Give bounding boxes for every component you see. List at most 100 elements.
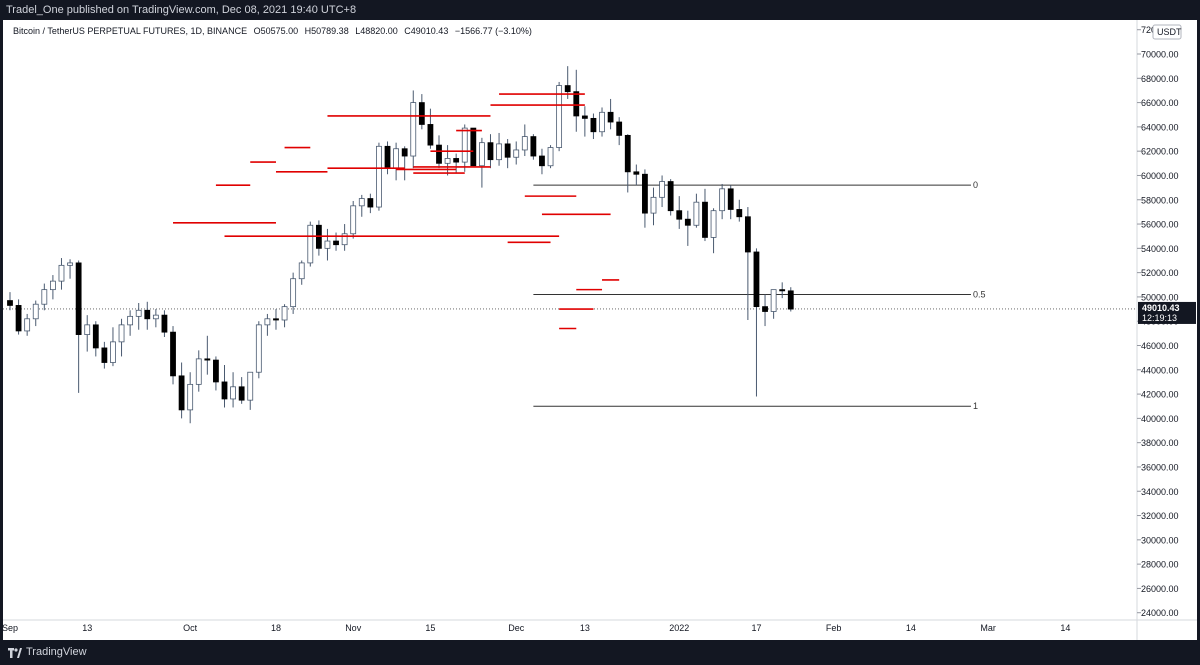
tradingview-logo-icon[interactable]	[8, 648, 22, 658]
candle-body	[384, 145, 391, 169]
candle-body	[24, 318, 31, 332]
publish-info: Tradel_One published on TradingView.com,…	[6, 4, 357, 16]
chart-panel[interactable]: 72000.0070000.0068000.0066000.0064000.00…	[3, 20, 1197, 640]
candle-body	[204, 358, 211, 361]
candle-body	[367, 198, 374, 208]
candle-body	[238, 386, 245, 401]
y-tick-label: 70000.00	[1141, 50, 1179, 60]
candle-body	[444, 158, 451, 164]
y-tick-label: 40000.00	[1141, 414, 1179, 424]
x-tick-label: 18	[271, 623, 281, 633]
candle-body	[744, 216, 751, 253]
y-tick-label: 56000.00	[1141, 220, 1179, 230]
candle-body	[573, 91, 580, 117]
candle-body	[590, 117, 597, 133]
candle-body	[135, 309, 142, 317]
x-tick-label: Dec	[508, 623, 525, 633]
candle-body	[32, 303, 39, 320]
candle-body	[787, 290, 794, 310]
ohlc-close: C49010.43	[404, 26, 449, 36]
candle-body	[710, 210, 717, 238]
fib-level-label: 0	[973, 180, 978, 190]
brand-name[interactable]: TradingView	[26, 646, 87, 658]
candle-body	[273, 318, 279, 321]
candle-body	[633, 171, 640, 175]
candle-body	[676, 210, 683, 220]
candle-body	[607, 111, 614, 123]
candle-body	[393, 148, 400, 169]
candle-body	[152, 314, 159, 320]
candle-body	[539, 155, 545, 167]
candle-body	[410, 102, 417, 157]
x-tick-label: Oct	[183, 623, 198, 633]
y-tick-label: 68000.00	[1141, 74, 1179, 84]
currency-label-box	[1152, 24, 1182, 40]
candle-body	[624, 134, 631, 173]
candle-body	[667, 181, 674, 212]
x-tick-label: 15	[425, 623, 435, 633]
candle-body	[547, 147, 554, 167]
candle-body	[341, 233, 348, 246]
candle-body	[513, 149, 520, 158]
candle-body	[307, 224, 314, 264]
candle-body	[187, 383, 194, 411]
candle-body	[264, 318, 271, 326]
candle-body	[50, 280, 56, 291]
last-price-tag: 49010.43	[1142, 303, 1180, 313]
candle-body	[418, 102, 425, 125]
candle-body	[427, 124, 434, 146]
ohlc-high: H50789.38	[304, 26, 349, 36]
candle-body	[461, 127, 468, 163]
y-tick-label: 52000.00	[1141, 268, 1179, 278]
y-tick-label: 24000.00	[1141, 608, 1179, 618]
candle-body	[101, 347, 108, 363]
footer-bar: TradingView	[0, 640, 1200, 665]
y-tick-label: 30000.00	[1141, 535, 1179, 545]
candle-body	[144, 309, 151, 320]
candle-body	[255, 324, 262, 373]
candle-body	[496, 143, 502, 161]
x-tick-label: 2022	[669, 623, 689, 633]
candle-body	[376, 145, 382, 208]
ohlc-change: −1566.77 (−3.10%)	[454, 26, 532, 36]
candle-body	[92, 324, 99, 349]
candle-body	[702, 201, 708, 238]
candle-body	[58, 264, 65, 282]
x-tick-label: 13	[580, 623, 590, 633]
ohlc-open: O50575.00	[253, 26, 299, 36]
countdown-tag: 12:19:13	[1142, 313, 1177, 323]
candle-body	[170, 331, 176, 377]
candle-body	[684, 218, 691, 226]
candle-body	[161, 314, 168, 333]
candle-body	[770, 289, 777, 312]
candle-body	[436, 144, 442, 164]
x-tick-label: 14	[906, 623, 916, 633]
y-tick-label: 64000.00	[1141, 122, 1179, 132]
y-tick-label: 42000.00	[1141, 390, 1179, 400]
candle-body	[779, 289, 786, 292]
candle-body	[727, 188, 734, 210]
y-tick-label: 66000.00	[1141, 98, 1179, 108]
candle-body	[118, 324, 125, 343]
candlestick-chart[interactable]: 72000.0070000.0068000.0066000.0064000.00…	[3, 20, 1197, 640]
candle-body	[719, 188, 726, 212]
candle-body	[358, 198, 365, 207]
y-tick-label: 62000.00	[1141, 147, 1179, 157]
candle-body	[753, 251, 760, 308]
fib-level-label: 0.5	[973, 289, 986, 299]
candle-body	[616, 121, 623, 136]
x-tick-label: Sep	[3, 623, 18, 633]
candle-body	[350, 205, 357, 235]
y-tick-label: 34000.00	[1141, 487, 1179, 497]
candle-body	[530, 136, 537, 157]
candle-body	[290, 278, 297, 308]
candle-body	[7, 300, 13, 306]
candle-body	[127, 315, 134, 326]
symbol-legend: Bitcoin / TetherUS PERPETUAL FUTURES, 1D…	[13, 26, 536, 36]
candle-body	[556, 85, 563, 148]
candle-body	[230, 386, 236, 400]
y-tick-label: 50000.00	[1141, 292, 1179, 302]
candle-body	[67, 262, 73, 266]
y-tick-label: 32000.00	[1141, 511, 1179, 521]
